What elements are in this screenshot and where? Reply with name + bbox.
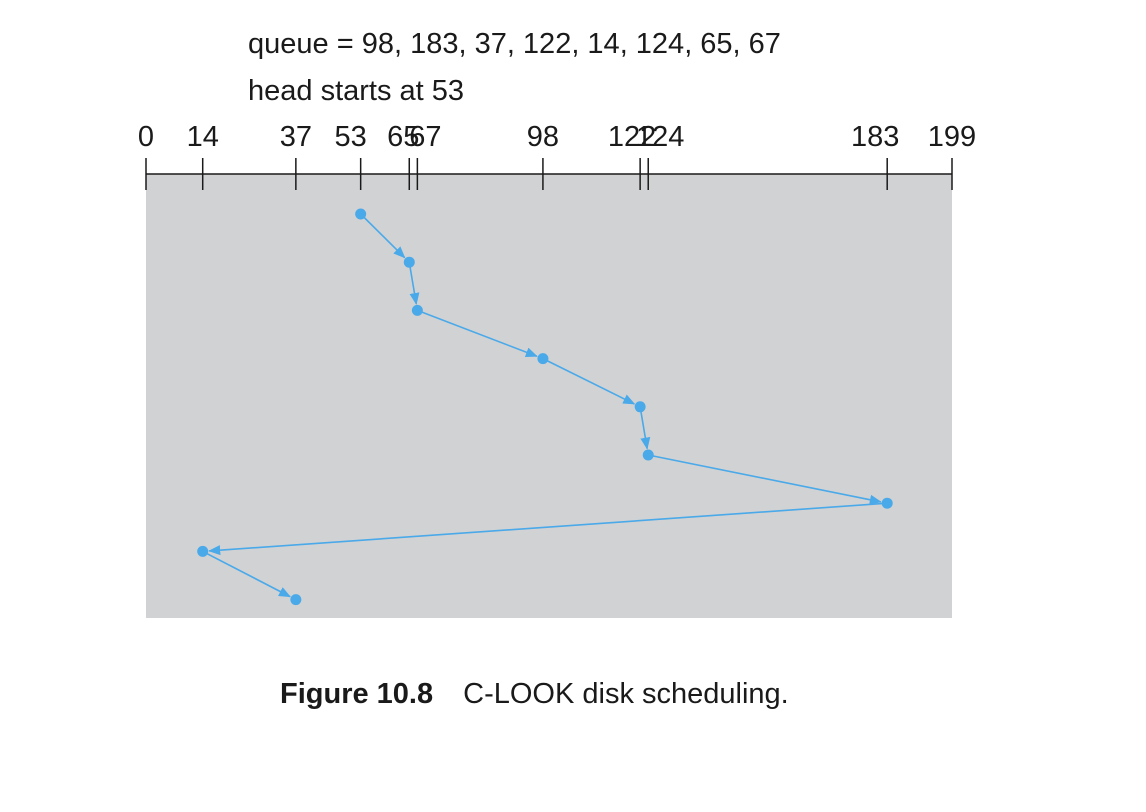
move-124-to-183: [648, 454, 882, 505]
axis-ticks: [145, 158, 953, 190]
tick-label-183: 183: [851, 121, 899, 153]
move-53-to-65: [360, 213, 406, 259]
figure-label: Figure 10.8: [280, 678, 434, 710]
move-67-to-98: [417, 309, 538, 358]
tick-label-53: 53: [335, 121, 367, 153]
tick-label-14: 14: [187, 121, 219, 153]
tick-label-124: 124: [636, 121, 684, 153]
tick-label-37: 37: [280, 121, 312, 153]
move-183-to-14: [208, 502, 888, 556]
request-point-53: [355, 208, 367, 220]
head-movement-path: [202, 213, 888, 598]
move-122-to-124: [639, 406, 651, 450]
request-point-122: [634, 401, 646, 413]
tick-label-199: 199: [928, 121, 976, 153]
request-point-67: [411, 304, 423, 316]
head-start-text: head starts at 53: [248, 75, 465, 107]
request-point-14: [197, 545, 209, 557]
request-point-183: [881, 497, 893, 509]
tick-label-122: 122: [608, 121, 656, 153]
tick-label-98: 98: [527, 121, 559, 153]
request-point-124: [642, 449, 654, 461]
move-98-to-122: [542, 357, 636, 405]
tick-label-0: 0: [138, 121, 154, 153]
chart-panel: [146, 174, 952, 618]
tick-label-65: 65: [387, 121, 419, 153]
move-14-to-37: [202, 550, 291, 598]
request-points: [197, 208, 893, 606]
request-point-98: [537, 353, 549, 365]
request-point-37: [290, 594, 302, 606]
move-65-to-67: [408, 262, 420, 305]
request-point-65: [403, 256, 415, 268]
figure-caption: Figure 10.8 C-LOOK disk scheduling.: [280, 677, 789, 711]
figure-title: C-LOOK disk scheduling.: [463, 678, 789, 710]
tick-label-67: 67: [409, 121, 441, 153]
queue-text: queue = 98, 183, 37, 122, 14, 124, 65, 6…: [248, 28, 781, 60]
